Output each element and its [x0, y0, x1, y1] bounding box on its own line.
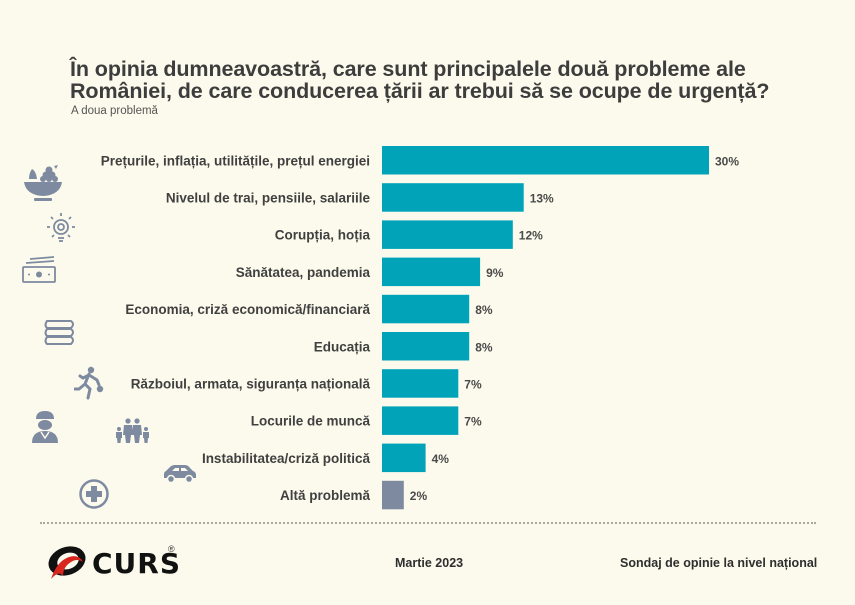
- category-label: Corupția, hoția: [275, 228, 371, 243]
- value-label: 4%: [432, 452, 450, 466]
- bar: [382, 257, 481, 287]
- value-label: 13%: [530, 191, 554, 205]
- category-label: Prețurile, inflația, utilitățile, prețul…: [101, 153, 370, 168]
- brand-name: CURS: [92, 547, 182, 580]
- value-label: 30%: [715, 154, 739, 168]
- bar: [382, 332, 470, 361]
- runner-thief-icon: [74, 366, 106, 400]
- category-label: Instabilitatea/criză politică: [202, 451, 371, 466]
- bar: [382, 369, 459, 398]
- category-label: Războiul, armata, siguranța națională: [131, 376, 371, 391]
- registered-mark: ®: [168, 544, 175, 554]
- value-label: 8%: [475, 303, 493, 317]
- chart-subtitle: A doua problemă: [71, 105, 158, 117]
- chart-title: În opinia dumneavoastră, care sunt princ…: [70, 57, 770, 103]
- bar: [382, 146, 709, 175]
- car-icon: [162, 464, 198, 484]
- category-label: Sănătatea, pandemia: [236, 265, 371, 280]
- soldier-icon: [30, 410, 60, 444]
- category-label: Economia, criză economică/financiară: [125, 302, 370, 317]
- bar: [382, 183, 524, 212]
- fruit-bowl-icon: [22, 163, 64, 203]
- value-label: 8%: [475, 340, 493, 354]
- medical-cross-icon: [78, 478, 110, 510]
- curs-logo-icon: [45, 543, 91, 586]
- books-icon: [43, 315, 79, 347]
- family-icon: [113, 418, 151, 444]
- bar: [382, 220, 513, 249]
- category-label: Locurile de muncă: [251, 414, 371, 429]
- bar: [382, 294, 470, 324]
- footer-separator: [40, 522, 816, 524]
- bar: [382, 480, 404, 510]
- value-label: 12%: [519, 229, 543, 243]
- category-label: Nivelul de trai, pensiile, salariile: [166, 190, 371, 205]
- survey-date: Martie 2023: [395, 556, 464, 570]
- survey-source: Sondaj de opinie la nivel național: [620, 556, 818, 570]
- value-label: 9%: [486, 266, 504, 280]
- bar: [382, 406, 459, 435]
- value-label: 7%: [464, 415, 482, 429]
- bar-chart: Prețurile, inflația, utilitățile, prețul…: [101, 146, 739, 510]
- lightbulb-icon: [45, 211, 77, 245]
- money-icon: [20, 255, 58, 285]
- bar: [382, 443, 426, 473]
- category-label: Altă problemă: [280, 488, 371, 503]
- value-label: 2%: [410, 489, 428, 503]
- category-label: Educația: [314, 339, 371, 354]
- value-label: 7%: [464, 377, 482, 391]
